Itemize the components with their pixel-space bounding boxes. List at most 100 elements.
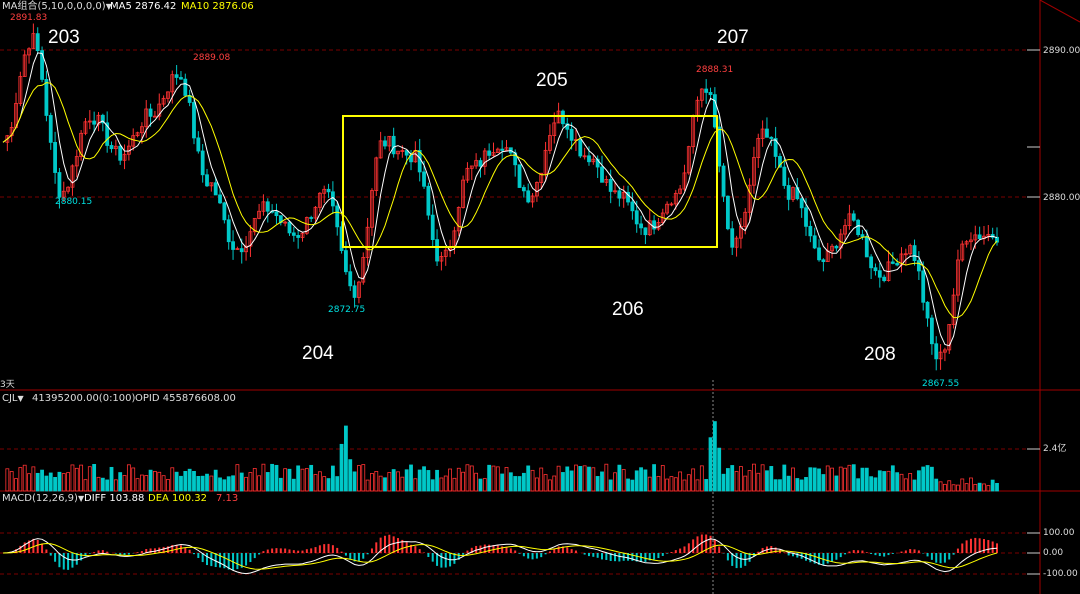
volume-bar xyxy=(643,469,648,492)
candle-body xyxy=(27,48,31,56)
volume-bar xyxy=(521,472,526,492)
macd-header[interactable]: MACD(12,26,9)▼ xyxy=(2,493,84,505)
volume-bar xyxy=(743,475,748,492)
volume-bar xyxy=(387,472,392,492)
candle-body xyxy=(205,174,209,187)
volume-bar xyxy=(530,469,535,492)
volume-bar xyxy=(500,473,505,492)
candle-body xyxy=(977,234,982,239)
volume-bar xyxy=(956,484,960,492)
candle-body xyxy=(947,324,952,351)
volume-bar xyxy=(929,466,934,492)
volume-bar xyxy=(283,468,288,492)
candle-body xyxy=(704,88,709,93)
volume-bar xyxy=(856,478,861,492)
macd-histogram xyxy=(6,534,998,570)
volume-bar xyxy=(100,477,105,492)
candle-body xyxy=(426,185,431,216)
volume-bar xyxy=(83,479,88,492)
volume-bar xyxy=(912,479,917,492)
candle-body xyxy=(725,195,730,230)
dea-value: DEA 100.32 xyxy=(148,493,208,504)
volume-bar xyxy=(218,477,222,492)
ma-header[interactable]: MA组合(5,10,0,0,0,0)▼ xyxy=(2,1,112,13)
candle-body xyxy=(244,245,248,253)
consolidation-box xyxy=(342,115,718,248)
candle-body xyxy=(139,126,144,134)
candle-body xyxy=(300,232,305,238)
volume-bar xyxy=(326,478,331,492)
candle-body xyxy=(951,294,956,325)
volume-bar xyxy=(465,464,470,492)
candlesticks xyxy=(5,23,999,371)
volume-bar xyxy=(183,470,188,492)
candle-body xyxy=(317,192,322,208)
candle-body xyxy=(743,211,748,227)
candle-body xyxy=(747,184,752,213)
volume-bar xyxy=(109,466,114,492)
candle-body xyxy=(326,188,331,193)
high-annotation: 2889.08 xyxy=(193,53,231,63)
wave-label: 205 xyxy=(536,70,568,91)
period-label: 3天 xyxy=(0,380,15,390)
volume-bar xyxy=(118,472,123,492)
candle-body xyxy=(539,172,544,183)
volume-bar xyxy=(213,469,218,492)
candle-body xyxy=(943,349,947,353)
volume-bar xyxy=(309,464,314,492)
cjl-value: 41395200.00(0:100) xyxy=(32,393,136,404)
volume-bar xyxy=(96,476,101,492)
candle-body xyxy=(487,150,492,156)
candle-body xyxy=(860,234,865,238)
candle-body xyxy=(621,191,626,199)
volume-bar xyxy=(569,470,574,492)
candle-body xyxy=(708,92,713,96)
volume-bar xyxy=(613,472,617,492)
volume-header[interactable]: CJL▼ xyxy=(2,393,24,405)
volume-bar xyxy=(947,480,952,492)
volume-bar xyxy=(192,470,196,492)
volume-bar xyxy=(986,485,991,492)
candle-body xyxy=(83,121,88,134)
volume-bar xyxy=(691,468,696,492)
candle-body xyxy=(548,135,552,151)
dea-line xyxy=(2,542,998,570)
candle-body xyxy=(782,166,787,186)
volume-bar xyxy=(257,475,261,492)
volume-bar xyxy=(378,475,383,492)
volume-bar xyxy=(977,482,982,492)
volume-bar xyxy=(187,468,192,492)
candle-body xyxy=(812,235,817,249)
wave-label: 204 xyxy=(302,343,334,364)
low-annotation: 2872.75 xyxy=(328,305,366,315)
candle-body xyxy=(639,223,643,229)
volume-bar xyxy=(621,469,626,492)
volume-bar xyxy=(908,473,913,492)
volume-bar xyxy=(812,467,817,492)
volume-bar xyxy=(482,478,487,492)
volume-bar xyxy=(370,473,374,492)
volume-bar xyxy=(652,464,656,492)
volume-bar xyxy=(40,469,44,492)
candle-body xyxy=(348,271,353,287)
volume-bar xyxy=(122,475,127,492)
volume-bar xyxy=(487,464,492,492)
volume-bar xyxy=(513,476,518,492)
candle-body xyxy=(986,234,991,237)
candle-body xyxy=(118,145,123,161)
candle-body xyxy=(422,171,426,187)
candle-body xyxy=(148,108,153,117)
volume-bar xyxy=(291,478,296,492)
volume-bar xyxy=(712,421,717,492)
volume-bar xyxy=(352,471,357,492)
candle-body xyxy=(344,250,348,273)
volume-bar xyxy=(205,473,209,492)
candle-body xyxy=(643,227,648,236)
volume-bar xyxy=(517,476,522,492)
opid-value: OPID 455876608.00 xyxy=(135,393,236,404)
candle-body xyxy=(174,74,179,78)
candle-body xyxy=(252,217,257,233)
volume-bar xyxy=(322,476,327,492)
macd-axis-label: -100.00 xyxy=(1043,569,1078,579)
